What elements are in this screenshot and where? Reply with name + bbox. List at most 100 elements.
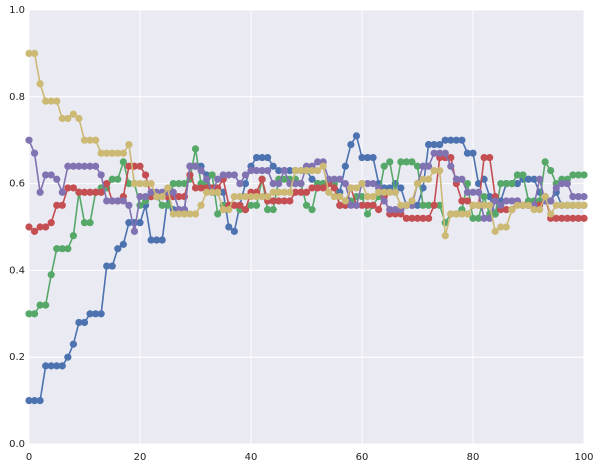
point <box>574 214 583 222</box>
point <box>402 214 410 222</box>
point <box>347 201 355 209</box>
point <box>447 210 455 218</box>
point <box>469 188 477 196</box>
point <box>558 180 566 188</box>
point <box>330 175 338 183</box>
point <box>175 210 183 218</box>
point <box>119 240 127 248</box>
y-tick-label: 0.8 <box>9 92 25 103</box>
point <box>547 166 555 175</box>
point <box>408 158 416 166</box>
point <box>58 362 66 370</box>
point <box>147 180 155 188</box>
point <box>186 162 194 170</box>
point <box>252 201 261 209</box>
point <box>197 184 205 192</box>
point <box>86 188 94 196</box>
point <box>36 80 44 88</box>
point <box>258 193 266 201</box>
point <box>241 171 250 179</box>
point <box>108 149 116 157</box>
point <box>80 188 89 196</box>
point <box>497 223 505 231</box>
point <box>114 149 122 157</box>
point <box>452 175 460 183</box>
point <box>164 201 172 209</box>
x-tick-label: 80 <box>467 452 480 463</box>
point <box>386 206 394 214</box>
point <box>241 206 250 214</box>
point <box>580 201 588 209</box>
point <box>241 193 250 201</box>
point <box>269 162 277 170</box>
point <box>141 193 150 201</box>
point <box>280 166 288 175</box>
x-tick-label: 40 <box>245 452 258 463</box>
point <box>297 188 305 196</box>
point <box>419 175 427 183</box>
point <box>225 171 233 179</box>
point <box>252 166 261 175</box>
point <box>125 180 133 188</box>
point <box>447 162 455 170</box>
point <box>264 153 272 162</box>
point <box>552 184 560 192</box>
point <box>36 397 44 405</box>
point <box>225 206 233 214</box>
point <box>103 180 111 188</box>
point <box>136 219 144 227</box>
point <box>286 188 294 196</box>
point <box>391 188 399 196</box>
point <box>430 140 438 149</box>
point <box>119 197 127 205</box>
point <box>469 201 477 209</box>
point <box>425 214 433 222</box>
point <box>386 158 394 166</box>
point <box>458 136 466 144</box>
point <box>463 197 472 205</box>
point <box>391 206 399 214</box>
point <box>108 262 116 270</box>
point <box>30 227 39 235</box>
point <box>347 140 355 149</box>
point <box>42 171 50 179</box>
point <box>230 171 238 179</box>
point <box>286 166 294 175</box>
point <box>80 162 89 170</box>
point <box>314 184 322 192</box>
point <box>436 166 444 175</box>
point <box>214 210 222 218</box>
point <box>413 201 422 209</box>
point <box>513 180 522 188</box>
point <box>536 175 544 183</box>
point <box>358 193 366 201</box>
point <box>175 180 183 188</box>
point <box>25 136 33 144</box>
point <box>336 201 344 209</box>
point <box>541 193 549 201</box>
point <box>430 149 438 157</box>
point <box>64 114 72 123</box>
point <box>236 193 244 201</box>
point <box>441 232 449 240</box>
point <box>42 223 50 231</box>
point <box>147 236 155 244</box>
point <box>125 140 133 149</box>
point <box>463 188 472 196</box>
point <box>341 180 349 188</box>
point <box>80 318 89 327</box>
point <box>363 193 372 201</box>
point <box>269 197 277 205</box>
point <box>180 210 188 218</box>
point <box>97 310 105 318</box>
point <box>447 136 455 144</box>
point <box>58 201 66 209</box>
point <box>258 175 266 183</box>
x-tick-label: 100 <box>574 452 593 463</box>
point <box>208 188 216 196</box>
point <box>397 158 405 166</box>
point <box>513 171 522 179</box>
point <box>141 171 150 179</box>
point <box>58 114 66 123</box>
point <box>64 184 72 192</box>
